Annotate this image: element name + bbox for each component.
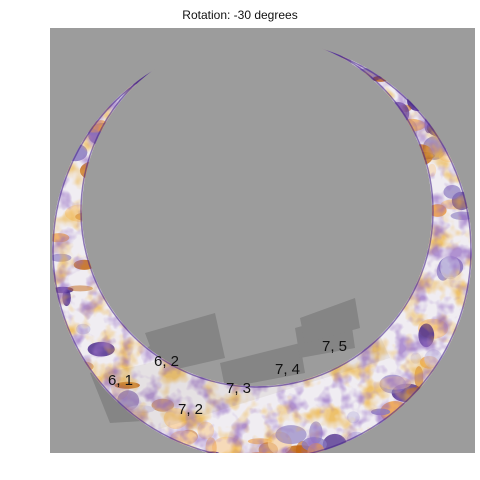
tile-label: 7, 5 xyxy=(322,338,347,355)
ring-annulus xyxy=(50,28,475,453)
tile-label: 6, 1 xyxy=(108,372,133,389)
tile-label: 6, 2 xyxy=(154,353,179,370)
tile-label: 7, 2 xyxy=(178,401,203,418)
tile-label: 7, 4 xyxy=(275,361,300,378)
rotated-ring-image: 6, 1 6, 2 7, 2 7, 3 7, 4 7, 5 xyxy=(50,28,475,453)
tile-label: 7, 3 xyxy=(226,380,251,397)
figure-title: Rotation: -30 degrees xyxy=(182,8,298,22)
